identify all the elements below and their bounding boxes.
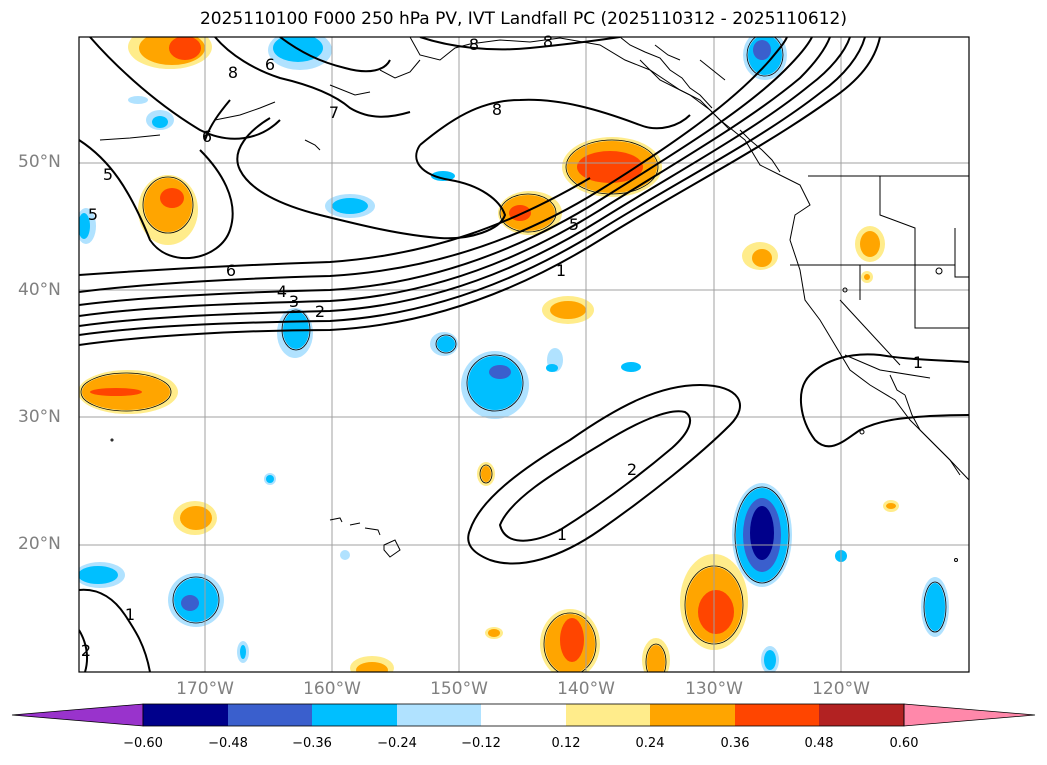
colorbar-tick: 0.24 xyxy=(635,736,665,751)
contour-label: 3 xyxy=(289,292,299,311)
contour-label: 2 xyxy=(315,302,325,321)
colorbar-segment xyxy=(481,704,566,726)
contour-label: 4 xyxy=(277,282,287,301)
lon-label: 120°W xyxy=(812,679,870,699)
lon-label: 160°W xyxy=(303,679,361,699)
colorbar-tick: −0.60 xyxy=(123,736,163,751)
map-title: 2025110100 F000 250 hPa PV, IVT Landfall… xyxy=(199,9,847,29)
colorbar-tick: −0.36 xyxy=(292,736,332,751)
colorbar-extend-low xyxy=(11,703,144,727)
colorbar-extend-high xyxy=(903,703,1036,727)
lon-label: 130°W xyxy=(685,679,743,699)
colorbar-tick: −0.12 xyxy=(461,736,501,751)
contour-label: 6 xyxy=(202,127,212,146)
lat-label: 40°N xyxy=(18,280,61,300)
contour-label: 7 xyxy=(329,103,339,122)
contour-label: 8 xyxy=(492,100,502,119)
lon-label: 140°W xyxy=(557,679,615,699)
contour-label: 5 xyxy=(569,215,579,234)
lon-label: 150°W xyxy=(430,679,488,699)
lat-label: 50°N xyxy=(18,152,61,172)
contour-label: 5 xyxy=(103,165,113,184)
contour-label: 8 xyxy=(543,32,553,51)
contour-label: 2 xyxy=(81,641,91,660)
pv-outlines xyxy=(80,37,947,672)
contour-label: 1 xyxy=(557,525,567,544)
colorbar-segment xyxy=(566,704,650,726)
colorbar-tick: −0.48 xyxy=(208,736,248,751)
contour-labels: 8 8 8 6 7 8 6 5 5 6 4 3 2 5 1 2 1 1 1 2 xyxy=(81,32,923,660)
colorbar-segment xyxy=(397,704,481,726)
colorbar-tick: 0.48 xyxy=(804,736,834,751)
colorbar-tick: 0.12 xyxy=(551,736,581,751)
colorbar-segment xyxy=(312,704,397,726)
contour-label: 1 xyxy=(913,353,923,372)
colorbar-tick: 0.36 xyxy=(720,736,750,751)
pv-negative-anomaly xyxy=(79,37,949,672)
contour-label: 6 xyxy=(226,261,236,280)
contour-label: 2 xyxy=(627,460,637,479)
ivt-contours xyxy=(79,37,969,672)
colorbar xyxy=(11,703,1036,727)
coastlines xyxy=(99,37,969,562)
contour-label: 6 xyxy=(265,55,275,74)
map-frame xyxy=(78,36,970,673)
lon-label: 170°W xyxy=(176,679,234,699)
plot-area xyxy=(79,37,969,672)
lat-label: 20°N xyxy=(18,534,61,554)
contour-label: 8 xyxy=(228,63,238,82)
contour-label: 8 xyxy=(469,35,479,54)
colorbar-segment xyxy=(228,704,312,726)
colorbar-segment xyxy=(819,704,904,726)
contour-label: 5 xyxy=(88,205,98,224)
coastline-alaska xyxy=(619,37,781,173)
colorbar-tick: 0.60 xyxy=(889,736,919,751)
colorbar-segment xyxy=(735,704,819,726)
colorbar-segment xyxy=(143,704,228,726)
colorbar-segment xyxy=(650,704,735,726)
contour-label: 1 xyxy=(556,261,566,280)
lat-label: 30°N xyxy=(18,407,61,427)
colorbar-tick: −0.24 xyxy=(377,736,417,751)
contour-label: 1 xyxy=(125,605,135,624)
